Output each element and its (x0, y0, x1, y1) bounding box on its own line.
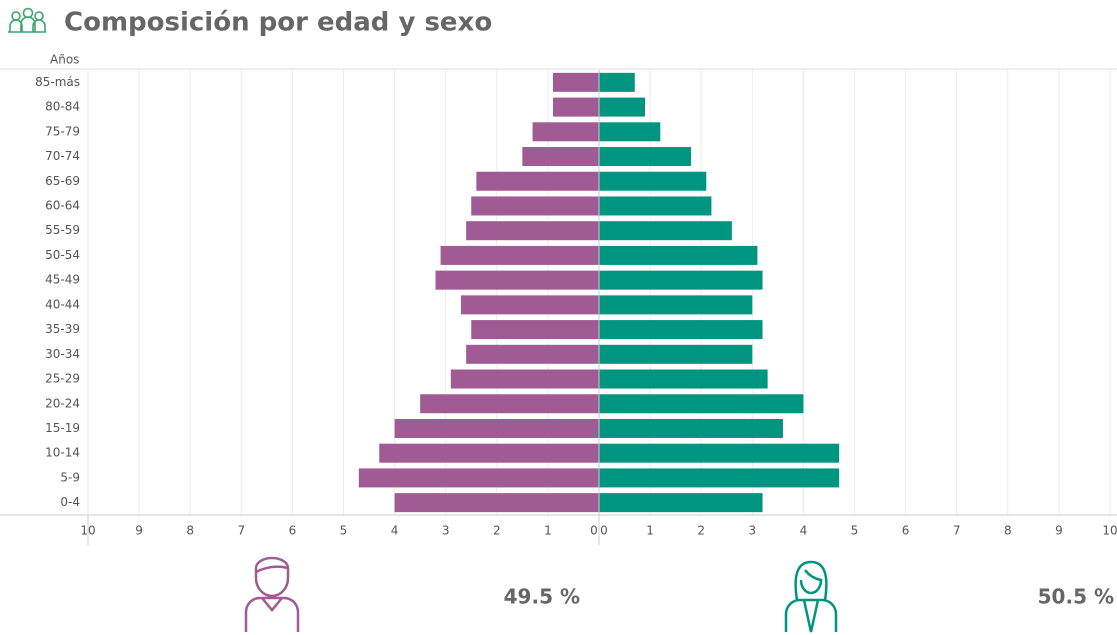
x-tick-label: 9 (135, 524, 143, 538)
bar (553, 97, 599, 117)
bar (599, 369, 768, 389)
bar (450, 369, 599, 389)
x-tick-label: 6 (902, 524, 910, 538)
female-percent: 50.5 % (1038, 585, 1114, 609)
bar (394, 418, 599, 438)
x-tick-label: 1 (646, 524, 654, 538)
x-tick-label: 4 (391, 524, 399, 538)
x-tick-label: 6 (289, 524, 297, 538)
y-tick-label: 45-49 (45, 273, 80, 287)
y-tick-label: 15-19 (45, 421, 80, 435)
bar (599, 196, 712, 216)
x-tick-label: 0 (600, 524, 608, 538)
bar (599, 72, 635, 92)
bar (599, 320, 763, 340)
chart-title: Composición por edad y sexo (64, 8, 492, 38)
male-icon (244, 556, 300, 632)
x-tick-label: 8 (186, 524, 194, 538)
bar (466, 221, 599, 241)
x-tick-label: 2 (493, 524, 501, 538)
y-tick-label: 60-64 (45, 198, 80, 212)
bar (476, 171, 599, 191)
y-tick-label: 10-14 (45, 446, 80, 460)
bar (599, 122, 661, 142)
x-tick-label: 9 (1055, 524, 1063, 538)
y-tick-label: 35-39 (45, 322, 80, 336)
x-tick-label: 5 (340, 524, 348, 538)
bar (420, 394, 599, 414)
y-tick-label: 65-69 (45, 174, 80, 188)
x-tick-label: 7 (953, 524, 961, 538)
bar (599, 270, 763, 290)
bar (466, 344, 599, 364)
bar (599, 344, 753, 364)
bar (599, 221, 732, 241)
bar (379, 443, 599, 463)
bar (599, 171, 707, 191)
x-tick-label: 3 (442, 524, 450, 538)
bar (599, 394, 804, 414)
bar (599, 295, 753, 315)
bar (599, 418, 783, 438)
bar (599, 97, 645, 117)
bar (461, 295, 599, 315)
bar (599, 443, 840, 463)
x-tick-label: 2 (697, 524, 705, 538)
bar (599, 493, 763, 513)
bar (471, 196, 599, 216)
bar (553, 72, 599, 92)
x-tick-label: 5 (851, 524, 859, 538)
x-tick-label: 3 (748, 524, 756, 538)
y-tick-label: 75-79 (45, 124, 80, 138)
x-tick-label: 0 (590, 524, 598, 538)
bar (532, 122, 599, 142)
y-tick-label: 70-74 (45, 149, 80, 163)
bar (599, 468, 840, 488)
y-tick-label: 50-54 (45, 248, 80, 262)
y-tick-label: 80-84 (45, 100, 80, 114)
y-tick-label: 85-más (35, 75, 80, 89)
x-tick-label: 4 (800, 524, 808, 538)
male-percent: 49.5 % (504, 585, 580, 609)
bar (522, 147, 599, 167)
title-icon (8, 7, 46, 33)
x-tick-label: 8 (1004, 524, 1012, 538)
x-tick-label: 1 (544, 524, 552, 538)
y-tick-label: 25-29 (45, 372, 80, 386)
bar (599, 245, 758, 265)
y-tick-label: 5-9 (60, 470, 80, 484)
y-axis-label: Años (50, 53, 79, 67)
bar (440, 245, 599, 265)
bar (471, 320, 599, 340)
bar (599, 147, 691, 167)
y-tick-label: 30-34 (45, 347, 80, 361)
bar (394, 493, 599, 513)
y-tick-label: 0-4 (60, 495, 80, 509)
y-tick-label: 40-44 (45, 297, 80, 311)
bar (435, 270, 599, 290)
y-tick-label: 55-59 (45, 223, 80, 237)
female-icon (784, 560, 838, 633)
bar (358, 468, 599, 488)
x-tick-label: 10 (1102, 524, 1117, 538)
x-tick-label: 7 (237, 524, 245, 538)
y-tick-label: 20-24 (45, 396, 80, 410)
